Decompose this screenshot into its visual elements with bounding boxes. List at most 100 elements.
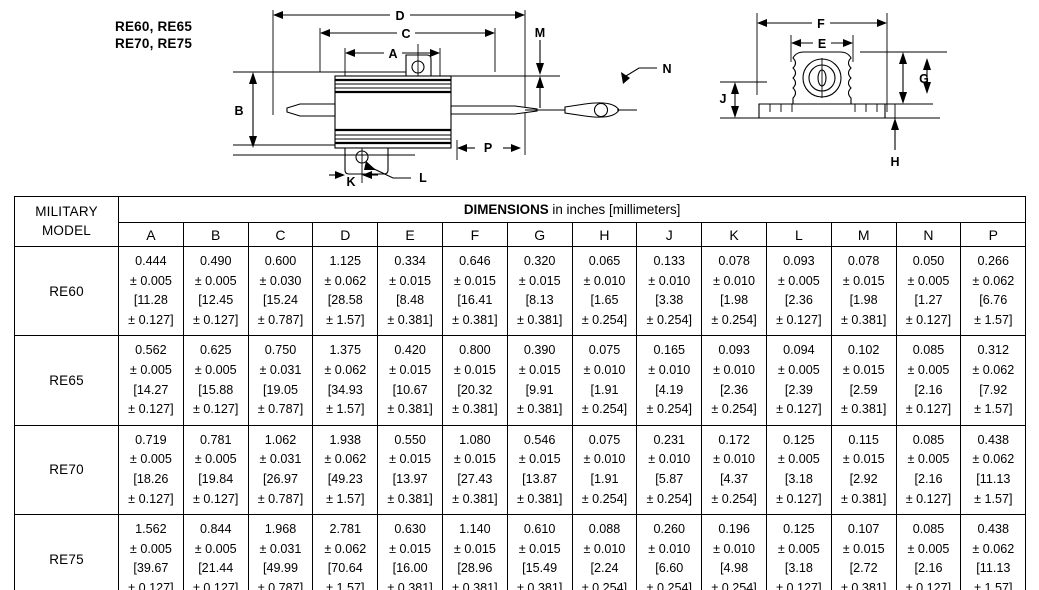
dim-cell-g: 0.610 ± 0.015 [15.49 ± 0.381]: [506, 514, 573, 590]
dim-cell-g: 0.320 ± 0.015 [8.13 ± 0.381]: [506, 245, 573, 337]
svg-text:P: P: [484, 141, 492, 155]
dim-cell-m: 0.107 ± 0.015 [2.72 ± 0.381]: [830, 514, 897, 590]
table-row: RE70 0.719 ± 0.005 [18.26 ± 0.127] 0.781…: [14, 424, 1027, 516]
drawings-region: RE60, RE65 RE70, RE75 D C: [0, 0, 1039, 190]
dim-cell-k: 0.196 ± 0.010 [4.98 ± 0.254]: [701, 514, 767, 590]
model-name-cell: RE60: [14, 245, 119, 337]
svg-text:C: C: [401, 27, 410, 41]
column-header-e: E: [377, 222, 443, 247]
dim-cell-p: 0.438 ± 0.062 [11.13 ± 1.57]: [960, 424, 1027, 516]
dim-cell-d: 2.781 ± 0.062 [70.64 ± 1.57]: [312, 514, 379, 590]
column-header-p: P: [960, 222, 1027, 247]
dim-cell-e: 0.334 ± 0.015 [8.48 ± 0.381]: [377, 245, 443, 337]
svg-text:D: D: [395, 9, 404, 23]
column-header-b: B: [182, 222, 249, 247]
dim-cell-p: 0.312 ± 0.062 [7.92 ± 1.57]: [960, 335, 1027, 426]
dim-cell-p: 0.266 ± 0.062 [6.76 ± 1.57]: [960, 245, 1027, 337]
dim-cell-a: 0.562 ± 0.005 [14.27 ± 0.127]: [118, 335, 184, 426]
svg-text:A: A: [388, 47, 397, 61]
dim-cell-b: 0.625 ± 0.005 [15.88 ± 0.127]: [182, 335, 249, 426]
dim-cell-g: 0.546 ± 0.015 [13.87 ± 0.381]: [506, 424, 573, 516]
model-name-cell: RE75: [14, 514, 119, 590]
column-header-k: K: [701, 222, 767, 247]
resistor-side-view: D C A: [231, 7, 672, 189]
dim-cell-c: 0.600 ± 0.030 [15.24 ± 0.787]: [247, 245, 314, 337]
dim-cell-n: 0.050 ± 0.005 [1.27 ± 0.127]: [895, 245, 962, 337]
dimensions-table: MILITARY MODEL DIMENSIONS in inches [mil…: [14, 196, 1027, 590]
dim-cell-p: 0.438 ± 0.062 [11.13 ± 1.57]: [960, 514, 1027, 590]
dim-cell-l: 0.125 ± 0.005 [3.18 ± 0.127]: [765, 424, 832, 516]
svg-text:F: F: [817, 17, 825, 31]
model-name-cell: RE65: [14, 335, 119, 426]
dim-cell-l: 0.094 ± 0.005 [2.39 ± 0.127]: [765, 335, 832, 426]
dim-cell-h: 0.088 ± 0.010 [2.24 ± 0.254]: [571, 514, 638, 590]
dim-cell-f: 1.140 ± 0.015 [28.96 ± 0.381]: [441, 514, 508, 590]
dim-cell-f: 0.646 ± 0.015 [16.41 ± 0.381]: [441, 245, 508, 337]
dim-cell-e: 0.630 ± 0.015 [16.00 ± 0.381]: [377, 514, 443, 590]
model-series-label: RE60, RE65 RE70, RE75: [115, 19, 193, 51]
dim-cell-j: 0.231 ± 0.010 [5.87 ± 0.254]: [636, 424, 703, 516]
dimensions-header-bold: DIMENSIONS: [463, 201, 549, 217]
column-header-c: C: [247, 222, 314, 247]
svg-text:L: L: [419, 171, 427, 185]
svg-text:M: M: [535, 26, 545, 40]
dim-cell-c: 1.062 ± 0.031 [26.97 ± 0.787]: [247, 424, 314, 516]
dimensions-header-units: in inches [millimeters]: [548, 201, 681, 217]
column-header-m: M: [830, 222, 897, 247]
military-model-header: MILITARY MODEL: [14, 196, 119, 247]
table-row: RE75 1.562 ± 0.005 [39.67 ± 0.127] 0.844…: [14, 514, 1027, 590]
dim-cell-k: 0.078 ± 0.010 [1.98 ± 0.254]: [701, 245, 767, 337]
dim-cell-d: 1.375 ± 0.062 [34.93 ± 1.57]: [312, 335, 379, 426]
dim-cell-n: 0.085 ± 0.005 [2.16 ± 0.127]: [895, 514, 962, 590]
dim-cell-g: 0.390 ± 0.015 [9.91 ± 0.381]: [506, 335, 573, 426]
dim-cell-l: 0.125 ± 0.005 [3.18 ± 0.127]: [765, 514, 832, 590]
dim-cell-b: 0.781 ± 0.005 [19.84 ± 0.127]: [182, 424, 249, 516]
dim-cell-k: 0.172 ± 0.010 [4.37 ± 0.254]: [701, 424, 767, 516]
dim-cell-j: 0.133 ± 0.010 [3.38 ± 0.254]: [636, 245, 703, 337]
dim-cell-n: 0.085 ± 0.005 [2.16 ± 0.127]: [895, 335, 962, 426]
svg-text:J: J: [720, 92, 727, 106]
dim-cell-c: 1.968 ± 0.031 [49.99 ± 0.787]: [247, 514, 314, 590]
dim-cell-f: 1.080 ± 0.015 [27.43 ± 0.381]: [441, 424, 508, 516]
column-header-l: L: [765, 222, 832, 247]
table-row: RE60 0.444 ± 0.005 [11.28 ± 0.127] 0.490…: [14, 245, 1027, 337]
dim-cell-c: 0.750 ± 0.031 [19.05 ± 0.787]: [247, 335, 314, 426]
dim-cell-h: 0.075 ± 0.010 [1.91 ± 0.254]: [571, 424, 638, 516]
dim-cell-d: 1.938 ± 0.062 [49.23 ± 1.57]: [312, 424, 379, 516]
dim-cell-j: 0.165 ± 0.010 [4.19 ± 0.254]: [636, 335, 703, 426]
dim-cell-n: 0.085 ± 0.005 [2.16 ± 0.127]: [895, 424, 962, 516]
dim-cell-m: 0.115 ± 0.015 [2.92 ± 0.381]: [830, 424, 897, 516]
dim-cell-e: 0.420 ± 0.015 [10.67 ± 0.381]: [377, 335, 443, 426]
dim-cell-h: 0.065 ± 0.010 [1.65 ± 0.254]: [571, 245, 638, 337]
dim-cell-a: 1.562 ± 0.005 [39.67 ± 0.127]: [118, 514, 184, 590]
resistor-end-view: F E: [720, 13, 947, 169]
svg-text:B: B: [234, 104, 243, 118]
column-header-h: H: [571, 222, 638, 247]
column-header-j: J: [636, 222, 703, 247]
column-header-d: D: [312, 222, 379, 247]
column-header-a: A: [118, 222, 184, 247]
column-header-g: G: [506, 222, 573, 247]
dim-cell-l: 0.093 ± 0.005 [2.36 ± 0.127]: [765, 245, 832, 337]
model-name-cell: RE70: [14, 424, 119, 516]
svg-text:E: E: [818, 37, 826, 51]
dim-cell-m: 0.078 ± 0.015 [1.98 ± 0.381]: [830, 245, 897, 337]
table-header-row-top: MILITARY MODEL DIMENSIONS in inches [mil…: [14, 196, 1027, 247]
svg-text:G: G: [919, 72, 929, 86]
dimensions-header: DIMENSIONS in inches [millimeters]: [117, 196, 1027, 223]
dim-cell-m: 0.102 ± 0.015 [2.59 ± 0.381]: [830, 335, 897, 426]
dim-cell-a: 0.444 ± 0.005 [11.28 ± 0.127]: [118, 245, 184, 337]
dim-cell-e: 0.550 ± 0.015 [13.97 ± 0.381]: [377, 424, 443, 516]
dim-cell-d: 1.125 ± 0.062 [28.58 ± 1.57]: [312, 245, 379, 337]
dim-cell-j: 0.260 ± 0.010 [6.60 ± 0.254]: [636, 514, 703, 590]
dim-cell-a: 0.719 ± 0.005 [18.26 ± 0.127]: [118, 424, 184, 516]
dim-cell-k: 0.093 ± 0.010 [2.36 ± 0.254]: [701, 335, 767, 426]
table-header-row-letters: A B C D E F G H J K L M N P: [15, 222, 1027, 247]
dim-cell-f: 0.800 ± 0.015 [20.32 ± 0.381]: [441, 335, 508, 426]
table-row: RE65 0.562 ± 0.005 [14.27 ± 0.127] 0.625…: [14, 335, 1027, 426]
dim-cell-b: 0.490 ± 0.005 [12.45 ± 0.127]: [182, 245, 249, 337]
svg-text:N: N: [662, 62, 671, 76]
column-header-n: N: [895, 222, 962, 247]
svg-text:K: K: [346, 175, 355, 189]
